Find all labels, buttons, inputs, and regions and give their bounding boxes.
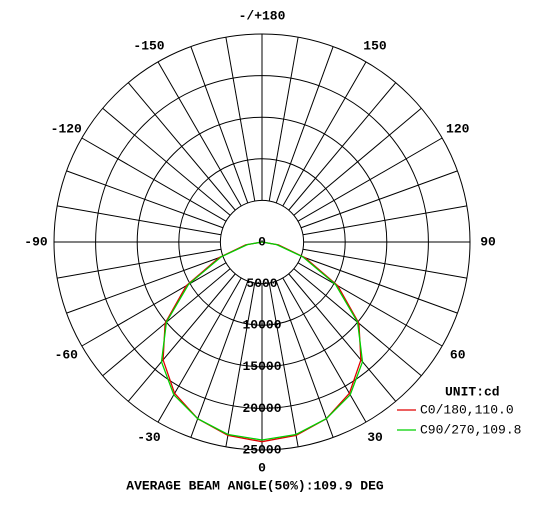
curve: [160, 241, 364, 441]
curve: [162, 241, 362, 443]
angle-tick-label: -150: [133, 39, 164, 54]
ring: [136, 116, 388, 368]
r-tick-label: 10000: [242, 318, 281, 333]
legend-label: C0/180,110.0: [420, 402, 514, 417]
angle-tick-label: -90: [24, 234, 48, 249]
angle-tick-label: 60: [450, 347, 466, 362]
angle-tick-label: 30: [367, 430, 383, 445]
angle-tick-label: 150: [363, 39, 387, 54]
angle-tick-label: -30: [137, 430, 161, 445]
beam-angle-note: AVERAGE BEAM ANGLE(50%):109.9 DEG: [126, 478, 384, 493]
r-tick-label: 5000: [246, 276, 277, 291]
angle-tick-label: -60: [55, 347, 79, 362]
angle-tick-label: 90: [480, 234, 496, 249]
angle-tick-label: -120: [51, 121, 82, 136]
angle-tick-label: 120: [446, 121, 470, 136]
r-tick-label: 0: [258, 234, 266, 249]
ring: [95, 75, 429, 409]
angle-tick-label: -/+180: [239, 8, 286, 23]
legend-title: UNIT:cd: [445, 384, 500, 399]
r-tick-label: 25000: [242, 442, 281, 457]
r-tick-label: 20000: [242, 401, 281, 416]
ring: [53, 33, 471, 451]
legend-label: C90/270,109.8: [420, 422, 521, 437]
r-tick-label: 15000: [242, 359, 281, 374]
ring: [219, 199, 305, 285]
ring: [178, 158, 346, 326]
angle-tick-label: 0: [258, 460, 266, 475]
